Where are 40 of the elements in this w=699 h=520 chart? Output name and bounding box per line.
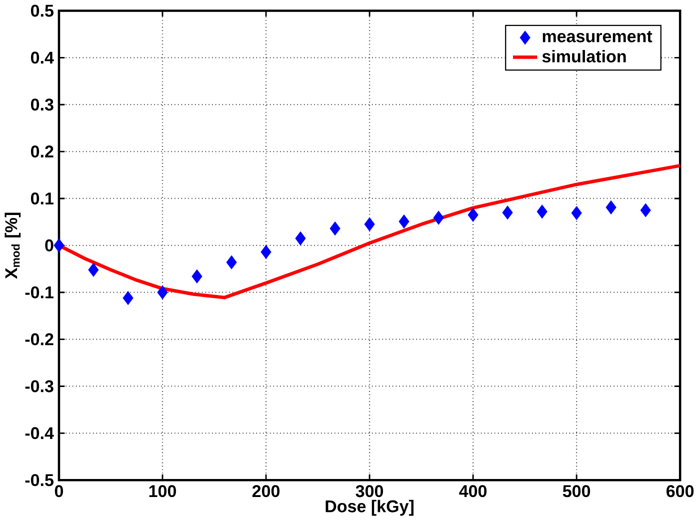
legend-label: measurement: [542, 30, 652, 42]
point: [54, 238, 64, 252]
point: [606, 200, 616, 214]
y-tick-label: -0.4: [25, 426, 54, 439]
point: [192, 269, 202, 284]
legend-label: simulation: [542, 50, 626, 62]
point: [295, 231, 306, 245]
x-tick-label: 400: [459, 484, 487, 497]
point: [571, 206, 582, 220]
y-tick-label: 0: [45, 239, 54, 252]
y-tick-label: 0.1: [30, 192, 54, 204]
point: [330, 222, 340, 236]
y-tick-label: -0.2: [25, 333, 54, 346]
x-tick-label: 500: [562, 484, 590, 497]
point: [640, 203, 651, 217]
point: [502, 206, 513, 220]
point: [398, 214, 410, 228]
y-axis-title: X$_{mod}$ [%]: [4, 212, 21, 279]
y-tick-label: -0.1: [25, 286, 54, 298]
y-tick-label: -0.5: [25, 474, 54, 486]
y-tick-label: -0.3: [25, 380, 54, 392]
x-tick-label: 600: [666, 484, 694, 497]
point: [226, 255, 237, 269]
point: [88, 262, 99, 276]
y-tick-label: 0.5: [30, 4, 54, 17]
x-tick-label: 200: [252, 484, 280, 497]
y-tick-label: 0.4: [30, 51, 54, 64]
point: [536, 204, 548, 218]
point: [260, 244, 272, 259]
x-tick-label: 300: [356, 484, 384, 497]
point: [157, 285, 168, 299]
point: [468, 208, 478, 222]
point: [433, 210, 444, 224]
x-tick-label: 0: [54, 484, 64, 497]
x-tick-label: 100: [149, 484, 176, 497]
x-axis-title: Dose [kGy]: [326, 500, 414, 516]
y-tick-label: 0.3: [30, 98, 54, 110]
point: [364, 217, 375, 231]
y-tick-label: 0.2: [30, 145, 54, 158]
point: [122, 290, 134, 305]
